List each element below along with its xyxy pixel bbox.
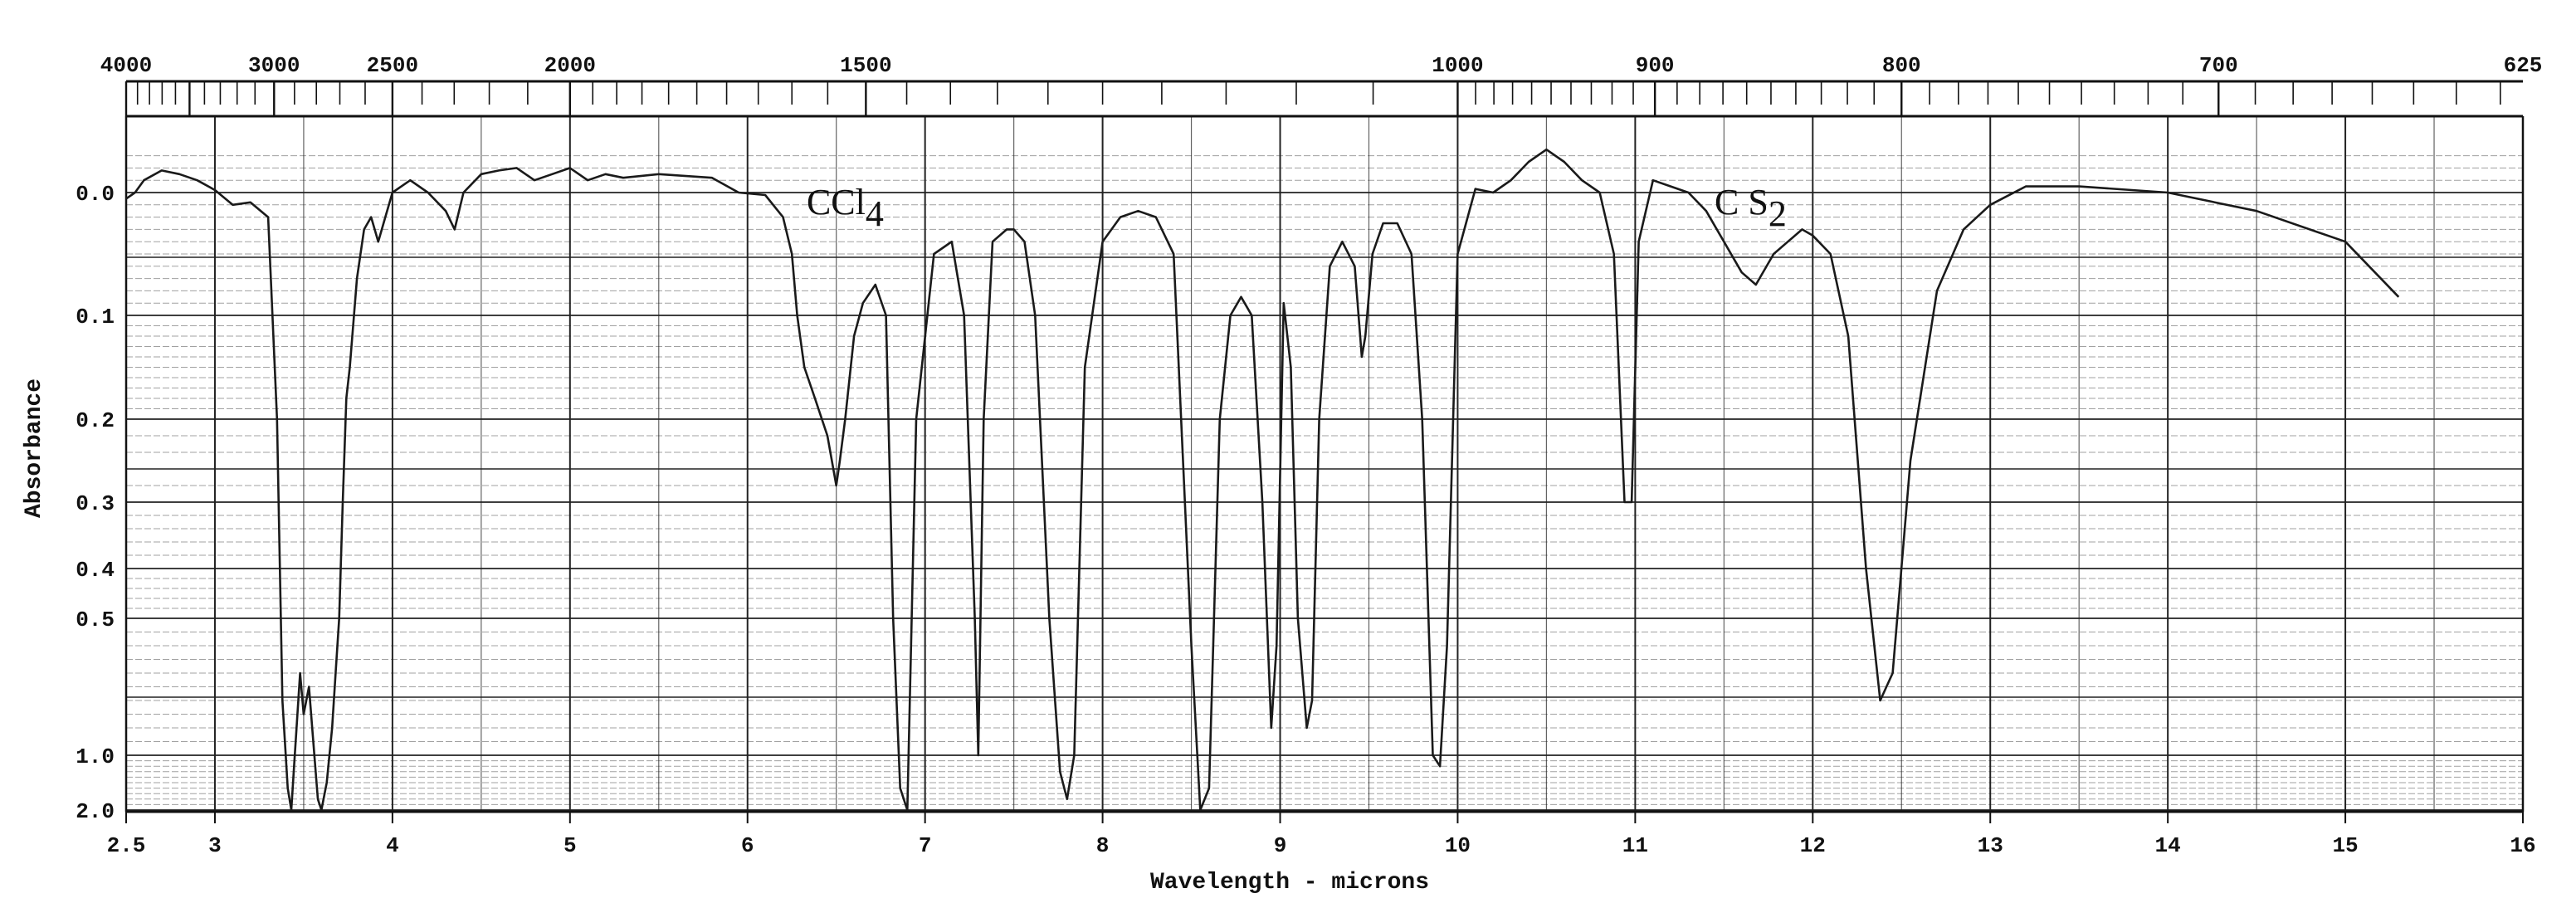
- bottom-tick-label: 2.5: [107, 833, 146, 858]
- bottom-tick-label: 11: [1622, 833, 1648, 858]
- y-tick-label: 0.5: [76, 608, 115, 632]
- top-tick-label: 1500: [840, 53, 891, 78]
- y-axis-labels: 0.0 0.1 0.2 0.3 0.4 0.5 1.0 2.0: [76, 182, 115, 824]
- y-tick-label: 0.3: [76, 491, 115, 516]
- top-wavenumber-ruler: [124, 80, 2523, 116]
- bottom-tick-label: 14: [2155, 833, 2181, 858]
- annotation-subscript: 2: [1769, 193, 1787, 234]
- bottom-tick-label: 15: [2332, 833, 2358, 858]
- bottom-tick-label: 5: [564, 833, 577, 858]
- top-tick-label: 900: [1636, 53, 1675, 78]
- spectrum-series-line: [125, 148, 2400, 812]
- top-tick-label: 1000: [1432, 53, 1483, 78]
- bottom-tick-label: 4: [386, 833, 399, 858]
- plot-frame: [124, 115, 2525, 813]
- y-tick-label: 0.0: [76, 182, 115, 207]
- bottom-wavelength-labels: 2.5 3 4 5 6 7 8 9 10 11 12 13 14 15 16: [107, 812, 2536, 858]
- y-tick-label: 0.1: [76, 305, 115, 329]
- bottom-tick-label: 13: [1978, 833, 2003, 858]
- y-tick-label: 0.4: [76, 558, 115, 583]
- top-wavenumber-labels: 4000 3000 2500 2000 1500 1000 900 800 700 625: [100, 53, 2543, 78]
- annotation-subscript: 4: [866, 193, 884, 234]
- bottom-tick-label: 9: [1274, 833, 1287, 858]
- top-tick-label: 2000: [544, 53, 596, 78]
- bottom-tick-label: 3: [208, 833, 222, 858]
- bottom-tick-label: 16: [2510, 833, 2535, 858]
- bottom-tick-label: 10: [1445, 833, 1471, 858]
- major-grid: [125, 116, 2524, 812]
- x-axis-title: Wavelength - microns: [1150, 870, 1429, 896]
- top-tick-label: 4000: [100, 53, 152, 78]
- bottom-tick-label: 8: [1096, 833, 1110, 858]
- y-tick-label: 1.0: [76, 744, 115, 769]
- top-tick-label: 625: [2504, 53, 2543, 78]
- y-axis-title: Absorbance: [22, 378, 47, 518]
- top-tick-label: 800: [1882, 53, 1921, 78]
- top-tick-label: 2500: [367, 53, 418, 78]
- bottom-tick-label: 6: [741, 833, 754, 858]
- top-tick-label: 700: [2199, 53, 2238, 78]
- y-tick-label: 2.0: [76, 799, 115, 824]
- bottom-tick-label: 12: [1800, 833, 1826, 858]
- top-tick-label: 3000: [248, 53, 300, 78]
- bottom-tick-label: 7: [919, 833, 932, 858]
- y-tick-label: 0.2: [76, 408, 115, 433]
